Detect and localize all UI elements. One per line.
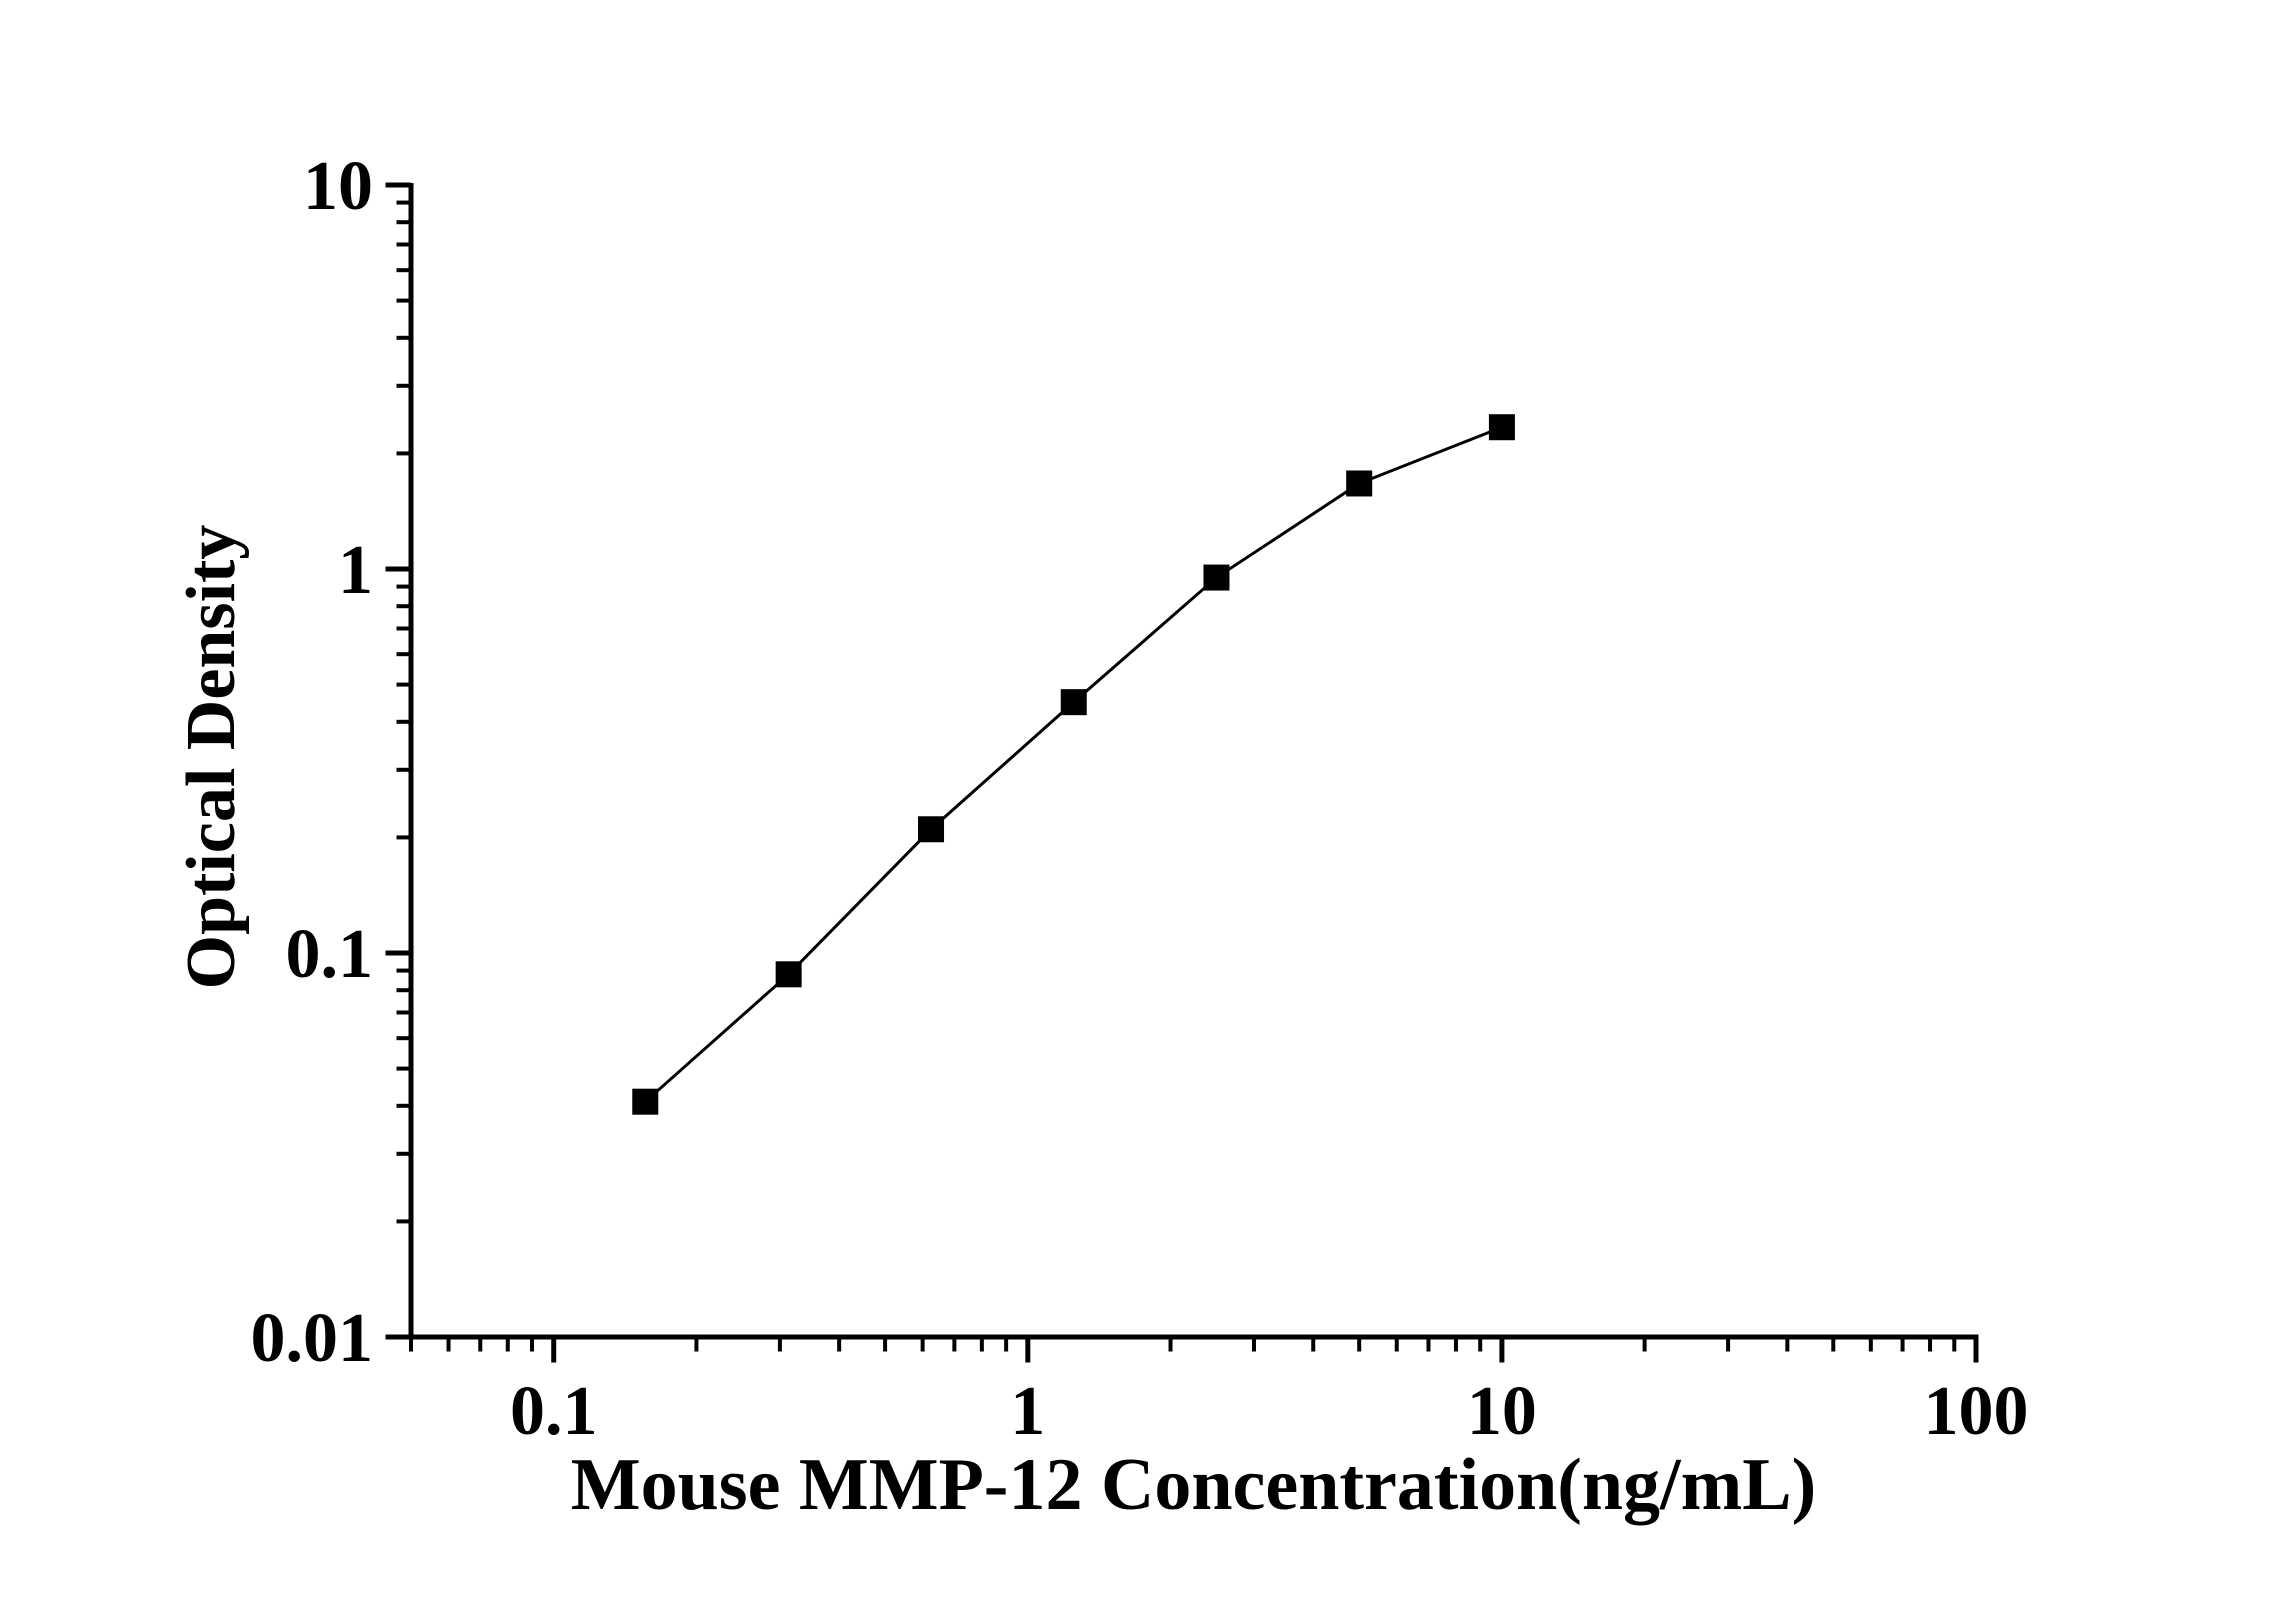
y-tick-label: 10 (303, 148, 373, 225)
x-axis-title: Mouse MMP-12 Concentration(ng/mL) (570, 1444, 1817, 1526)
x-tick-label: 1 (1010, 1373, 1045, 1450)
y-tick-label: 0.01 (251, 1300, 374, 1377)
data-point-marker (775, 961, 802, 988)
y-tick-label: 0.1 (286, 916, 374, 993)
data-point-marker (1060, 689, 1087, 716)
data-point-marker (918, 816, 945, 843)
data-point-marker (1346, 470, 1373, 497)
y-tick-label: 1 (338, 532, 373, 609)
data-point-marker (1203, 564, 1230, 591)
data-point-marker (632, 1088, 659, 1115)
x-tick-label: 0.1 (510, 1373, 598, 1450)
x-tick-label: 10 (1467, 1373, 1537, 1450)
x-tick-label: 100 (1924, 1373, 2029, 1450)
y-axis-title: Optical Density (173, 524, 250, 990)
data-point-marker (1488, 414, 1515, 441)
series-line (644, 425, 1503, 1103)
